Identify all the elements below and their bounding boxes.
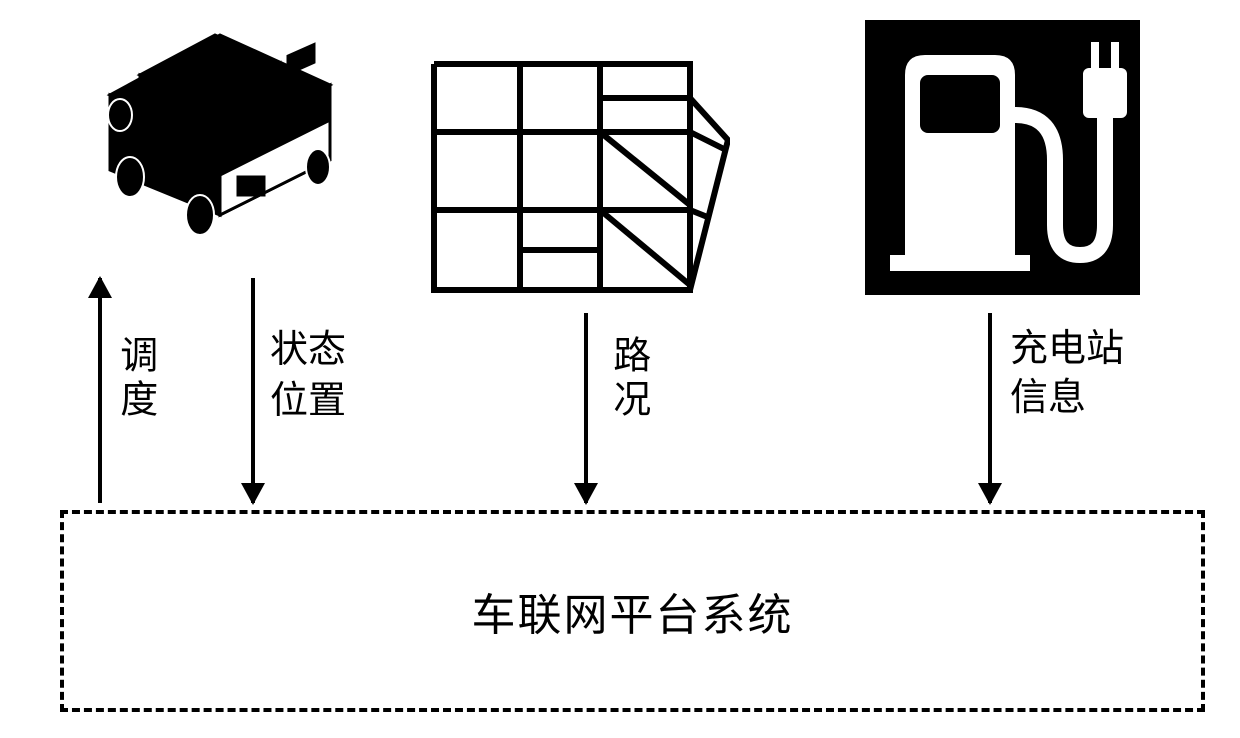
label-status-position-block: 状态 位置 bbox=[270, 325, 346, 428]
platform-label: 车联网平台系统 bbox=[472, 579, 794, 643]
label-charger-line1: 充电站 bbox=[1010, 325, 1124, 374]
label-status-line2: 位置 bbox=[270, 376, 346, 427]
label-road-condition: 路况 bbox=[606, 335, 648, 423]
arrow-status-down bbox=[251, 278, 255, 503]
map-grid-icon bbox=[430, 60, 730, 295]
arrow-charger-down bbox=[988, 313, 992, 503]
label-dispatch: 调度 bbox=[113, 335, 155, 423]
platform-box: 车联网平台系统 bbox=[60, 510, 1205, 712]
car-icon bbox=[70, 15, 350, 260]
arrow-dispatch-up bbox=[98, 278, 102, 503]
arrow-road-down bbox=[584, 313, 588, 503]
label-charger-line2: 信息 bbox=[1010, 374, 1124, 423]
diagram-container: 调度 状态位置 状态 位置 路况 充电站 信息 车联网平台系统 bbox=[30, 15, 1210, 725]
label-status-line1: 状态 bbox=[270, 325, 346, 376]
charging-station-icon bbox=[865, 20, 1140, 295]
label-charging-station-info: 充电站 信息 bbox=[1010, 325, 1124, 424]
